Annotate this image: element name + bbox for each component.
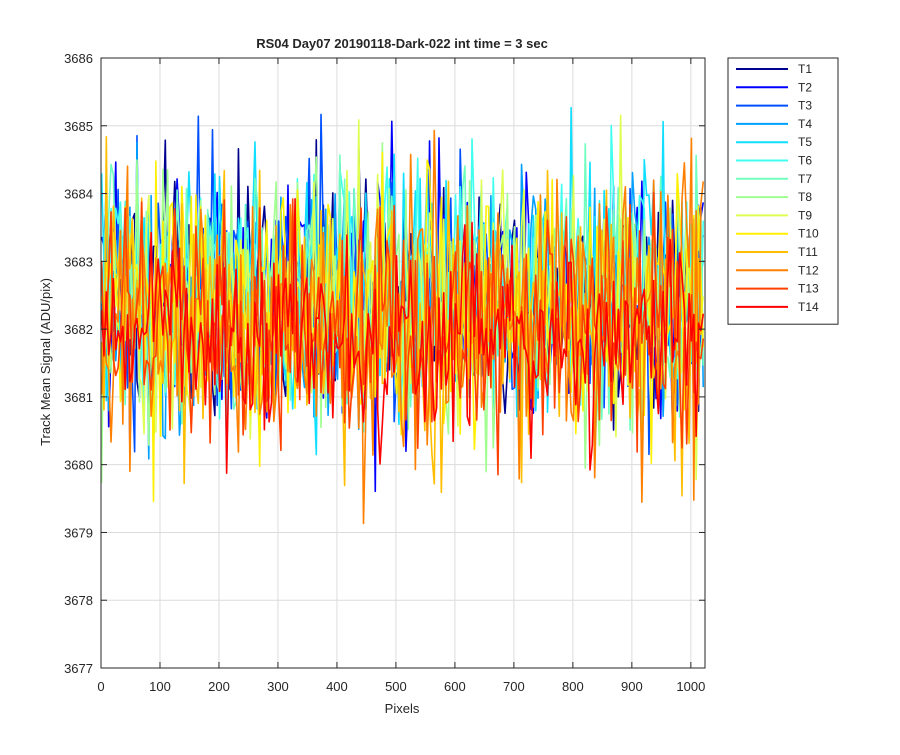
x-tick-label: 300	[267, 679, 289, 694]
legend: T1 T2 T3 T4 T5 T6 T7 T8 T9 T10 T11 T12 T13 T14	[727, 57, 839, 325]
x-tick-label: 1000	[676, 679, 705, 694]
y-tick-label: 3685	[64, 119, 93, 134]
legend-entry-t7: T7	[798, 172, 812, 186]
x-tick-label: 700	[503, 679, 525, 694]
legend-entry-t10: T10	[798, 227, 819, 241]
x-tick-label: 0	[97, 679, 104, 694]
legend-entry-t2: T2	[798, 80, 812, 94]
y-axis: 3677 3678 3679 3680 3681 3682 3683 3684 3685 3686	[64, 51, 705, 676]
legend-entry-t13: T13	[798, 282, 819, 296]
y-tick-label: 3682	[64, 322, 93, 337]
x-tick-label: 400	[326, 679, 348, 694]
series-layer	[100, 106, 705, 525]
legend-entry-t4: T4	[798, 117, 812, 131]
y-tick-label: 3678	[64, 593, 93, 608]
x-tick-label: 500	[385, 679, 407, 694]
series-line-t14	[100, 197, 705, 474]
x-tick-label: 600	[444, 679, 466, 694]
plot-area	[100, 57, 706, 669]
chart-title: RS04 Day07 20190118-Dark-022 int time = …	[256, 36, 548, 51]
legend-entry-t6: T6	[798, 154, 812, 168]
y-tick-label: 3679	[64, 525, 93, 540]
y-tick-label: 3680	[64, 458, 93, 473]
legend-entry-t14: T14	[798, 300, 819, 314]
series-line-t10	[100, 151, 705, 503]
legend-entry-t8: T8	[798, 190, 812, 204]
x-tick-label: 200	[208, 679, 230, 694]
x-axis: 0 100 200 300 400 500 600 700 800 900 1000	[97, 58, 705, 694]
x-axis-label: Pixels	[385, 701, 420, 716]
y-tick-label: 3686	[64, 51, 93, 66]
legend-entry-t5: T5	[798, 135, 812, 149]
series-line-t7	[100, 142, 705, 462]
y-tick-label: 3677	[64, 661, 93, 676]
x-tick-label: 800	[562, 679, 584, 694]
legend-entry-t12: T12	[798, 263, 819, 277]
legend-entry-t11: T11	[798, 245, 818, 259]
legend-entry-t1: T1	[798, 62, 812, 76]
y-tick-label: 3683	[64, 254, 93, 269]
series-line-t13	[100, 191, 705, 476]
legend-entry-t9: T9	[798, 208, 812, 222]
x-tick-label: 900	[621, 679, 643, 694]
y-tick-label: 3681	[64, 390, 93, 405]
x-tick-label: 100	[149, 679, 171, 694]
y-tick-label: 3684	[64, 187, 93, 202]
legend-entry-t3: T3	[798, 99, 812, 113]
y-axis-label: Track Mean Signal (ADU/pix)	[38, 278, 53, 446]
legend-box	[727, 57, 839, 325]
axes-box	[100, 57, 706, 669]
